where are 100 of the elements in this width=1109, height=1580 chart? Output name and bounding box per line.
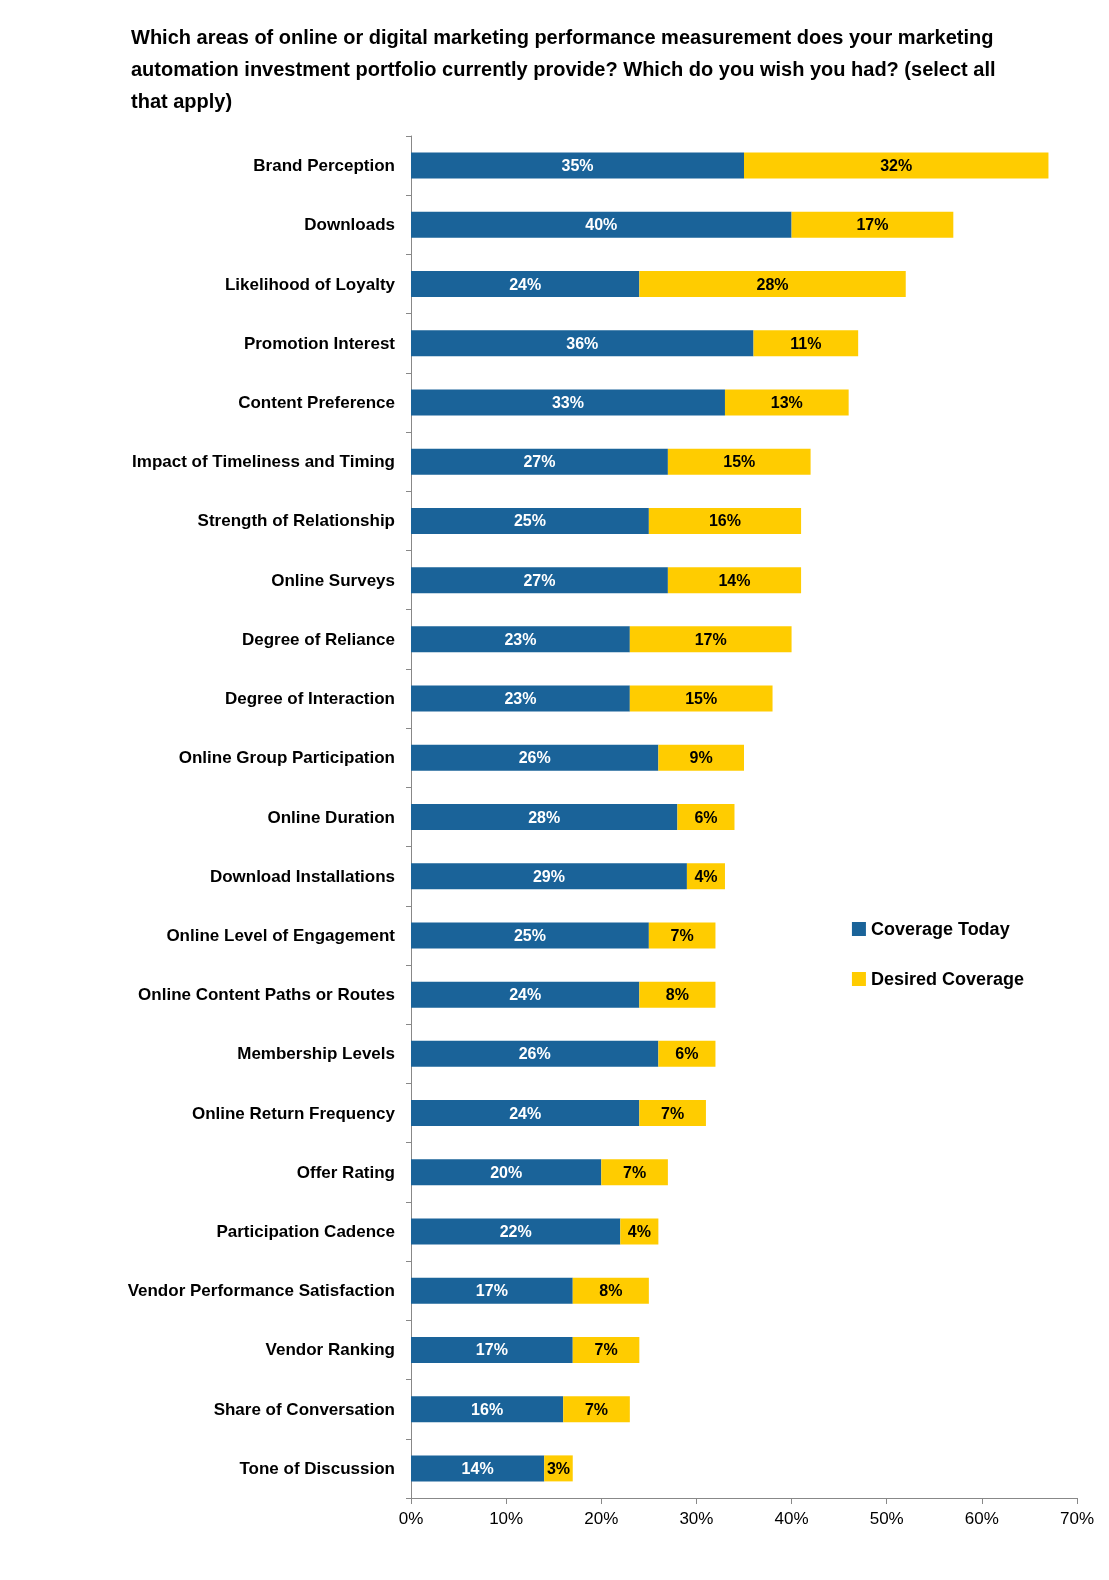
data-label: 28% [756,275,789,293]
chart-title: Which areas of online or digital marketing performance measurement does your marketing automation investment portfolio currently provide? Which do you wish you had? (select all that apply) [131,26,1002,112]
y-tick-label: Impact of Timeliness and Timing [132,452,395,472]
y-tick-label: Offer Rating [296,1162,395,1182]
legend-label: Desired Coverage [870,969,1025,989]
data-label: 15% [723,453,756,471]
data-label: 17% [475,1341,508,1359]
x-tick-label: 70% [1059,1509,1095,1528]
data-label: 24% [509,275,542,293]
data-label: 9% [689,749,713,767]
x-tick-label: 0% [398,1509,424,1528]
bar [411,1396,564,1423]
y-tick-label: Brand Perception [253,156,395,176]
data-label: 36% [566,334,599,352]
bar [648,507,802,534]
bar [629,626,792,653]
bar [667,567,802,594]
data-label: 15% [685,690,718,708]
bar [724,389,849,416]
legend-label: Coverage Today [870,919,1010,939]
bar [411,448,668,475]
bar [411,389,725,416]
y-tick-label: Tone of Discussion [239,1458,395,1478]
y-tick-label: Online Surveys [271,570,395,590]
bar [563,1396,630,1423]
data-label: 22% [499,1223,532,1241]
y-tick-label: Degree of Reliance [241,629,395,649]
bar [411,626,630,653]
data-label: 25% [513,512,546,530]
data-label: 8% [665,986,689,1004]
bar [411,744,659,771]
y-tick-label: Online Level of Engagement [166,925,396,945]
data-label: 4% [627,1223,651,1241]
bar [411,507,649,534]
bar [572,1277,649,1304]
bar [411,981,640,1008]
data-label: 40% [585,216,618,234]
bar [411,922,649,949]
data-label: 6% [675,1045,699,1063]
bar [601,1159,668,1186]
bar [629,685,773,712]
bar [411,567,668,594]
data-label: 32% [880,157,913,175]
data-label: 16% [708,512,741,530]
y-tick-label: Participation Cadence [216,1222,395,1242]
bar [411,804,678,830]
x-tick-label: 10% [489,1509,524,1528]
y-tick-label: Vendor Ranking [265,1340,395,1360]
bar [639,271,906,298]
y-tick-label: Strength of Relationship [197,511,395,531]
data-label: 26% [518,1045,551,1063]
data-label: 33% [551,393,584,411]
data-label: 17% [694,630,727,648]
bar [658,744,744,771]
data-label: 26% [518,749,551,767]
bar [744,152,1049,179]
data-label: 3% [546,1459,571,1477]
bar [411,685,630,712]
x-tick-label: 60% [964,1509,999,1528]
data-label: 7% [594,1341,618,1359]
data-label: 23% [504,690,537,708]
y-tick-label: Content Preference [238,392,395,412]
y-tick-label: Downloads [304,215,395,235]
x-tick-label: 50% [869,1509,904,1528]
y-tick-label: Online Group Participation [178,748,395,768]
data-label: 4% [694,867,718,885]
data-label: 24% [509,986,542,1004]
bar [411,271,640,298]
y-tick-label: Likelihood of Loyalty [224,274,396,294]
bar [411,1336,573,1363]
data-label: 25% [513,926,546,944]
bar [411,1100,640,1127]
y-tick-label: Online Duration [267,807,395,827]
data-label: 7% [670,926,694,944]
y-tick-label: Promotion Interest [243,333,396,353]
data-label: 8% [599,1282,623,1300]
bar [639,1100,706,1127]
data-label: 7% [584,1400,609,1418]
bar [667,448,811,475]
bar [411,211,792,238]
y-tick-label: Membership Levels [237,1044,395,1064]
bar [791,211,954,238]
y-tick-label: Share of Conversation [213,1399,395,1419]
bar [411,863,687,890]
bar [411,1277,573,1304]
bar [639,981,716,1008]
data-label: 29% [532,867,565,885]
x-tick-label: 30% [679,1509,714,1528]
y-tick-label: Online Content Paths or Routes [138,985,395,1005]
data-label: 16% [471,1400,504,1418]
bar [753,330,859,357]
data-label: 7% [661,1104,685,1122]
data-label: 27% [523,453,556,471]
data-label: 28% [528,808,561,826]
bar [411,1040,659,1067]
y-tick-label: Vendor Performance Satisfaction [127,1281,395,1301]
data-label: 17% [856,216,889,234]
data-label: 23% [504,630,537,648]
data-label: 20% [490,1163,523,1181]
bar [411,1159,602,1186]
